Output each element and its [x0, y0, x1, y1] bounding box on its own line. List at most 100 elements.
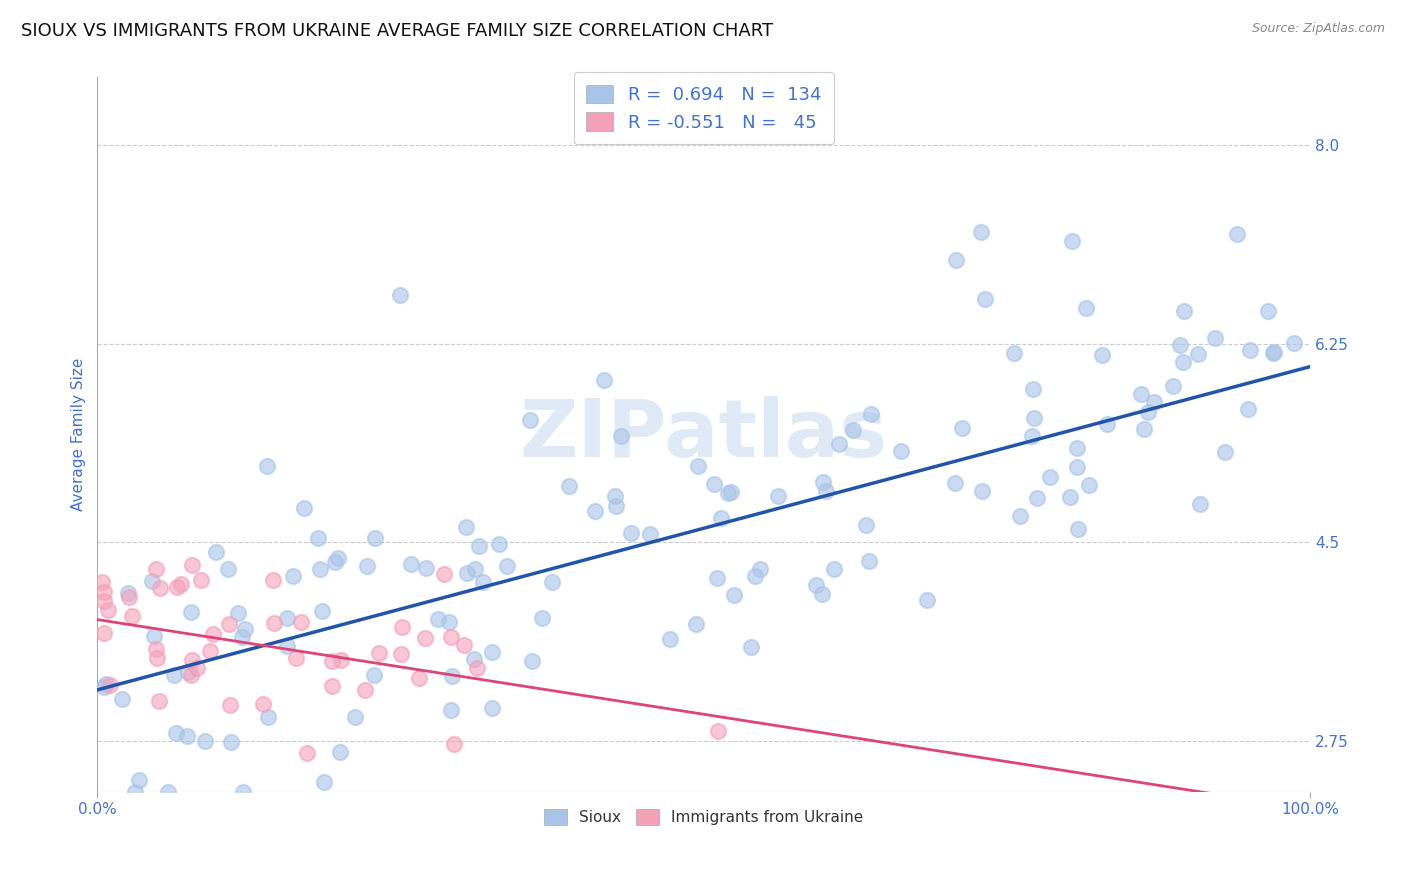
- Point: [235, 622, 257, 636]
- Point: [540, 574, 562, 589]
- Point: [308, 562, 330, 576]
- Point: [858, 554, 880, 568]
- Point: [1204, 331, 1226, 345]
- Point: [519, 412, 541, 426]
- Point: [321, 654, 343, 668]
- Point: [145, 562, 167, 576]
- Point: [1002, 346, 1025, 360]
- Point: [329, 653, 352, 667]
- Point: [284, 651, 307, 665]
- Point: [232, 785, 254, 799]
- Point: [165, 726, 187, 740]
- Point: [290, 615, 312, 630]
- Point: [610, 428, 633, 442]
- Point: [813, 475, 835, 489]
- Point: [145, 641, 167, 656]
- Point: [1066, 441, 1088, 455]
- Point: [1171, 355, 1194, 369]
- Point: [1213, 445, 1236, 459]
- Point: [181, 558, 204, 573]
- Point: [943, 475, 966, 490]
- Point: [170, 576, 193, 591]
- Point: [1008, 509, 1031, 524]
- Point: [439, 703, 461, 717]
- Point: [181, 652, 204, 666]
- Text: SIOUX VS IMMIGRANTS FROM UKRAINE AVERAGE FAMILY SIZE CORRELATION CHART: SIOUX VS IMMIGRANTS FROM UKRAINE AVERAGE…: [21, 22, 773, 40]
- Point: [117, 586, 139, 600]
- Point: [1038, 470, 1060, 484]
- Point: [1078, 478, 1101, 492]
- Point: [388, 287, 411, 301]
- Point: [217, 562, 239, 576]
- Point: [1239, 343, 1261, 357]
- Point: [399, 557, 422, 571]
- Point: [149, 582, 172, 596]
- Point: [93, 680, 115, 694]
- Point: [97, 602, 120, 616]
- Point: [389, 647, 412, 661]
- Point: [1026, 491, 1049, 505]
- Point: [1168, 338, 1191, 352]
- Point: [740, 640, 762, 655]
- Point: [368, 646, 391, 660]
- Point: [465, 661, 488, 675]
- Point: [148, 694, 170, 708]
- Point: [276, 611, 298, 625]
- Point: [226, 606, 249, 620]
- Point: [945, 252, 967, 267]
- Point: [415, 561, 437, 575]
- Point: [749, 562, 772, 576]
- Point: [292, 501, 315, 516]
- Point: [128, 772, 150, 787]
- Point: [1130, 387, 1153, 401]
- Point: [972, 483, 994, 498]
- Point: [433, 567, 456, 582]
- Point: [176, 729, 198, 743]
- Point: [276, 639, 298, 653]
- Point: [256, 458, 278, 473]
- Point: [1189, 497, 1212, 511]
- Point: [530, 610, 553, 624]
- Point: [413, 631, 436, 645]
- Point: [1067, 522, 1090, 536]
- Point: [307, 531, 329, 545]
- Point: [828, 437, 851, 451]
- Point: [190, 574, 212, 588]
- Point: [252, 697, 274, 711]
- Point: [467, 539, 489, 553]
- Point: [202, 627, 225, 641]
- Point: [520, 655, 543, 669]
- Point: [94, 677, 117, 691]
- Point: [890, 444, 912, 458]
- Point: [1022, 410, 1045, 425]
- Point: [463, 651, 485, 665]
- Point: [811, 587, 834, 601]
- Point: [1143, 394, 1166, 409]
- Legend: Sioux, Immigrants from Ukraine: Sioux, Immigrants from Ukraine: [534, 800, 873, 834]
- Point: [257, 710, 280, 724]
- Point: [706, 571, 728, 585]
- Point: [218, 616, 240, 631]
- Point: [177, 665, 200, 679]
- Point: [142, 629, 165, 643]
- Point: [1173, 304, 1195, 318]
- Point: [328, 745, 350, 759]
- Point: [180, 605, 202, 619]
- Point: [1282, 336, 1305, 351]
- Point: [427, 612, 450, 626]
- Point: [707, 723, 730, 738]
- Point: [1263, 345, 1285, 359]
- Point: [1187, 347, 1209, 361]
- Point: [1161, 378, 1184, 392]
- Point: [311, 604, 333, 618]
- Point: [328, 551, 350, 566]
- Point: [91, 575, 114, 590]
- Text: ZIPatlas: ZIPatlas: [520, 396, 887, 474]
- Point: [198, 644, 221, 658]
- Point: [453, 638, 475, 652]
- Point: [472, 574, 495, 589]
- Point: [1095, 417, 1118, 431]
- Point: [180, 668, 202, 682]
- Point: [1066, 460, 1088, 475]
- Point: [408, 671, 430, 685]
